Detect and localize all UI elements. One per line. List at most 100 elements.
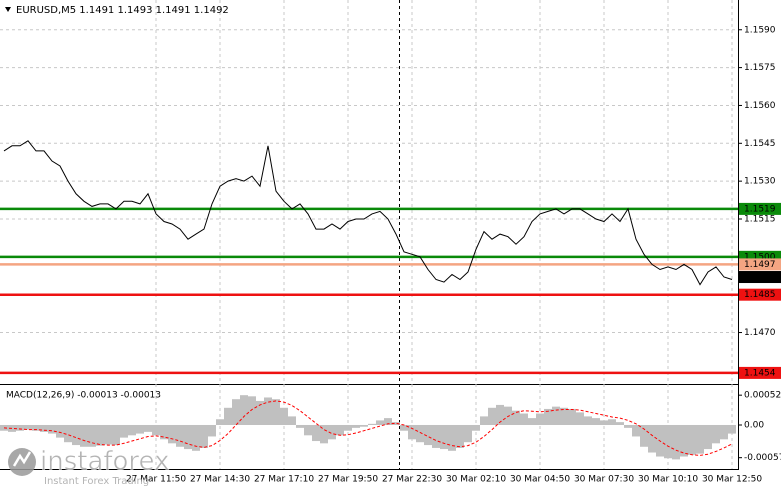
macd-bar [568, 408, 576, 425]
macd-bar [328, 424, 336, 440]
macd-bar [672, 424, 680, 460]
macd-bar [296, 424, 304, 428]
macd-bar [368, 423, 376, 425]
x-tick-label: 27 Mar 22:30 [382, 475, 442, 485]
logo-tagline: Instant Forex Trading [44, 476, 149, 487]
x-tick-label: 30 Mar 10:10 [638, 475, 698, 485]
macd-bar [616, 422, 624, 425]
macd-bar [312, 424, 320, 442]
macd-bar [160, 424, 168, 440]
macd-bar [104, 424, 112, 445]
chart-title: EURUSD,M5 1.1491 1.1493 1.1491 1.1492 [16, 5, 229, 16]
macd-bar [272, 399, 280, 425]
macd-bar [512, 410, 520, 425]
level-label-box [739, 202, 781, 215]
macd-bar [552, 406, 560, 425]
macd-bar [632, 424, 640, 437]
macd-bar [8, 424, 16, 432]
macd-bar [376, 420, 384, 425]
x-tick-label: 27 Mar 17:10 [254, 475, 314, 485]
macd-bar [592, 418, 600, 425]
macd-bar [424, 424, 432, 446]
y-tick-label: 1.1515 [744, 214, 776, 224]
macd-bar [80, 424, 88, 447]
macd-bar [496, 404, 504, 425]
macd-bar [624, 424, 632, 428]
macd-bar [464, 424, 472, 443]
macd-bar [472, 424, 480, 431]
y-tick-label: 1.1560 [744, 101, 776, 111]
x-tick-label: 30 Mar 04:50 [510, 475, 570, 485]
macd-bar [16, 424, 24, 431]
price-line [3, 140, 733, 286]
macd-bar [648, 424, 656, 453]
macd-bar [520, 413, 528, 425]
logo-circle [8, 448, 36, 476]
macd-bar [320, 424, 328, 444]
y-tick-label: 1.1575 [744, 63, 776, 73]
menu-triangle [5, 7, 11, 12]
macd-bar [128, 424, 136, 436]
macd-bar [216, 419, 224, 425]
macd-bar [352, 424, 360, 428]
macd-bar [448, 424, 456, 451]
x-tick-label: 30 Mar 07:30 [574, 475, 634, 485]
level-label-box [739, 366, 781, 379]
macd-bar [264, 397, 272, 425]
macd-bar [440, 424, 448, 450]
macd-bar [584, 416, 592, 425]
macd-bar [600, 420, 608, 425]
macd-bar [200, 424, 208, 448]
x-tick-label: 30 Mar 02:10 [446, 475, 506, 485]
macd-bar [144, 424, 152, 432]
y-tick-label: 1.1590 [744, 25, 776, 35]
macd-bar [680, 424, 688, 457]
grid-layer [0, 0, 738, 469]
level-label: 1.1485 [744, 290, 776, 300]
macd-bar [688, 424, 696, 455]
macd-bar [728, 424, 736, 434]
macd-bar [152, 424, 160, 436]
macd-bar [712, 424, 720, 444]
macd-bar [432, 424, 440, 448]
last-price-label: 1.1492 [744, 273, 776, 283]
macd-bar [136, 424, 144, 434]
macd-bar [288, 416, 296, 425]
macd-bar [336, 424, 344, 436]
macd-bar [416, 424, 424, 443]
macd-bar [720, 424, 728, 440]
macd-bar [384, 418, 392, 425]
macd-bar [304, 424, 312, 436]
y-tick-label: 1.1470 [744, 328, 776, 338]
macd-bar [640, 424, 648, 447]
macd-bar [504, 406, 512, 425]
macd-bar [560, 407, 568, 425]
x-tick-label: 27 Mar 11:50 [126, 475, 186, 485]
macd-bar [488, 407, 496, 425]
macd-title: MACD(12,26,9) -0.00013 -0.00013 [6, 391, 161, 401]
macd-bar [280, 407, 288, 425]
macd-bar [232, 399, 240, 425]
level-label: 1.1454 [744, 368, 776, 378]
macd-bar [664, 424, 672, 459]
macd-bar [480, 416, 488, 425]
level-label-box [739, 288, 781, 301]
macd-bar [704, 424, 712, 450]
macd-bar [56, 424, 64, 438]
macd-bar [248, 396, 256, 425]
last-price-box [739, 271, 781, 284]
macd-bar [408, 424, 416, 440]
x-tick-label: 30 Mar 12:50 [702, 475, 762, 485]
macd-bar [608, 419, 616, 425]
macd-bar [400, 424, 408, 431]
level-label: 1.1500 [744, 252, 776, 262]
macd-bar [536, 413, 544, 425]
macd-bar [176, 424, 184, 447]
macd-bar [184, 424, 192, 450]
macd-bar [528, 418, 536, 425]
macd-bar [32, 424, 40, 431]
macd-bar [696, 424, 704, 454]
macd-bar [120, 424, 128, 438]
